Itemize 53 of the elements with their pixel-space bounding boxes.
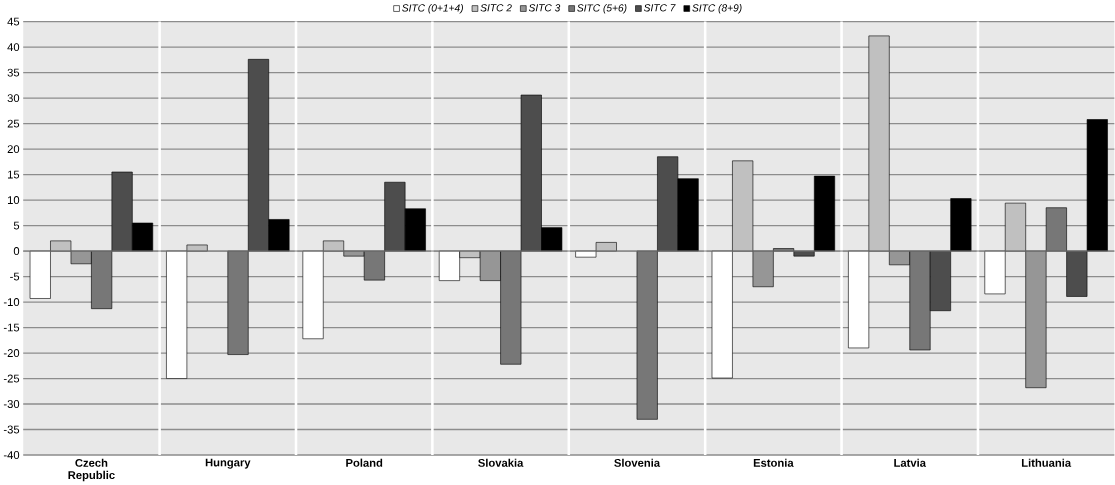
x-tick-label: Poland [346, 458, 383, 468]
legend-label: SITC 2 [480, 4, 512, 12]
y-tick-label: -10 [3, 298, 20, 307]
y-tick-label: 40 [7, 43, 20, 52]
y-tick-label: 35 [7, 68, 20, 77]
bar [984, 250, 1006, 295]
bar [1004, 202, 1026, 252]
bar [166, 250, 188, 379]
bar [752, 250, 774, 288]
bar [1066, 250, 1088, 297]
legend-label: SITC (5+6) [577, 4, 627, 14]
y-tick-label: -15 [3, 323, 20, 332]
bar [186, 244, 208, 252]
bar [322, 240, 345, 252]
bar [711, 250, 733, 379]
x-tick-label: Lithuania [1021, 458, 1072, 468]
bar [848, 250, 870, 349]
bar [868, 35, 890, 252]
y-tick-label: 15 [7, 170, 20, 179]
x-tick-label: Slovenia [614, 458, 661, 468]
legend-label: SITC (0+1+4) [402, 4, 463, 14]
bar [950, 198, 972, 252]
legend-label: SITC 3 [528, 4, 561, 12]
bar [732, 160, 754, 252]
y-tick-label: -35 [3, 425, 20, 434]
bar [50, 240, 72, 252]
x-tick-label: Czech Republic [68, 458, 115, 482]
bar [1086, 119, 1108, 252]
y-tick-label: 20 [7, 145, 20, 154]
legend-label: SITC (8+9) [692, 4, 742, 14]
y-tick-label: 45 [7, 17, 20, 26]
bar [813, 175, 836, 252]
bar [1025, 250, 1047, 389]
bar [29, 250, 51, 299]
bar [595, 242, 617, 252]
x-tick-label: Latvia [894, 458, 927, 468]
y-tick-label: -5 [10, 272, 20, 281]
y-tick-label: 30 [7, 94, 20, 103]
y-tick-label: 25 [7, 119, 20, 128]
bar [302, 250, 324, 340]
bar [575, 250, 597, 258]
y-tick-label: -40 [3, 451, 20, 460]
bar [793, 250, 815, 257]
x-tick-label: Slovakia [478, 458, 524, 468]
y-tick-label: 0 [13, 247, 20, 256]
y-tick-label: 10 [7, 196, 20, 205]
x-tick-label: Hungary [205, 458, 251, 469]
legend-label: SITC 7 [643, 4, 676, 12]
x-tick-label: Estonia [753, 458, 794, 468]
y-tick-label: -25 [3, 374, 20, 383]
y-tick-label: -30 [3, 400, 20, 409]
y-tick-label: -20 [3, 349, 20, 358]
y-tick-label: 5 [13, 221, 20, 230]
